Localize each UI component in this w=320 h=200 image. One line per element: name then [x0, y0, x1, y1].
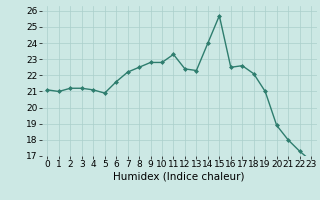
X-axis label: Humidex (Indice chaleur): Humidex (Indice chaleur) — [114, 172, 245, 182]
